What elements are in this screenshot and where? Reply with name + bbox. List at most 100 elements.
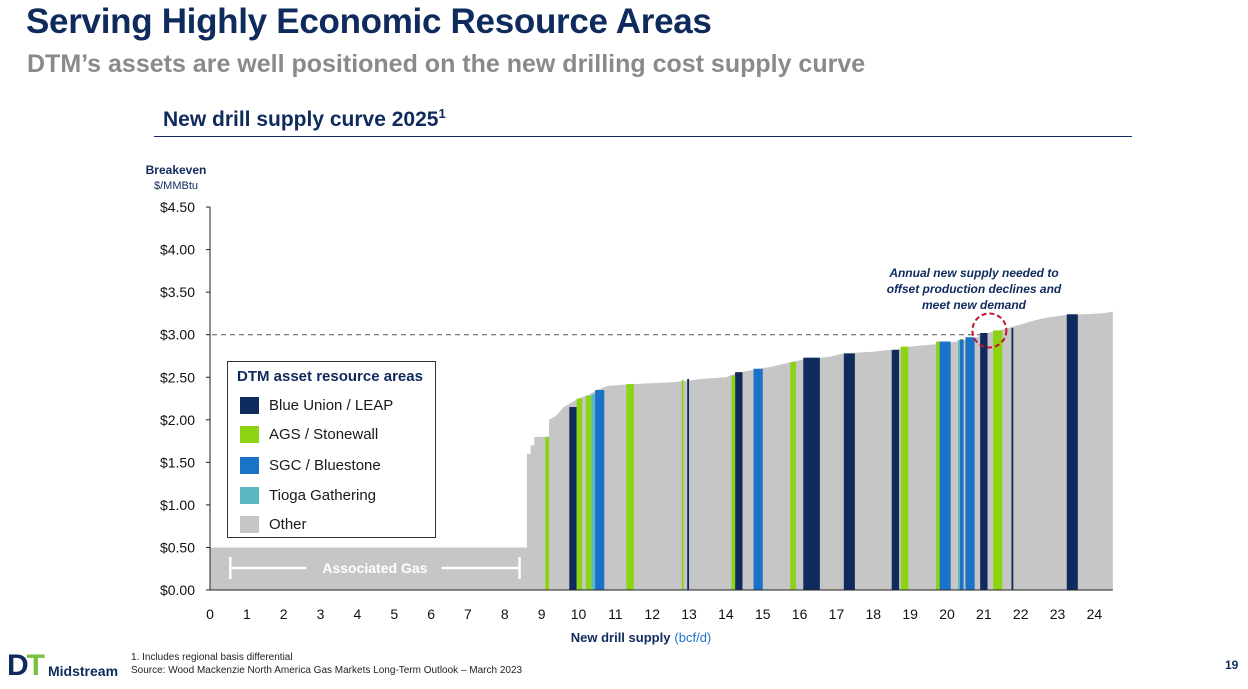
legend-item-other: Other [240,514,307,534]
x-tick-label: 5 [390,606,398,622]
x-tick-label: 16 [792,606,808,622]
legend-swatch [240,396,259,414]
bar-sgc-bluestone [753,368,763,590]
bar-ags-stonewall [576,398,583,590]
y-axis-unit: $/MMBtu [154,180,198,192]
y-tick-label: $4.50 [160,199,195,215]
annotation-line: meet new demand [921,298,1027,312]
legend-swatch [240,486,259,504]
legend-swatch [240,515,259,533]
bar-ags-stonewall [790,361,796,590]
footnote-note: 1. Includes regional basis differential [131,652,293,663]
y-tick-label: $3.00 [160,327,195,343]
page-subtitle: DTM’s assets are well positioned on the … [27,50,866,78]
bar-blue-union-leap [980,332,988,590]
x-axis-title-group: New drill supply (bcf/d) [571,630,712,645]
bar-ags-stonewall [993,330,1003,590]
logo-text: Midstream [48,663,119,679]
x-axis-unit: (bcf/d) [674,630,711,645]
bar-blue-union-leap [843,353,855,590]
logo-mark-t: T [26,649,45,682]
bar-ags-stonewall [681,379,684,590]
x-tick-label: 3 [317,606,325,622]
bar-sgc-bluestone [939,341,951,590]
x-axis-title: New drill supply (bcf/d) [571,630,712,645]
x-tick-label: 18 [866,606,882,622]
page-title: Serving Highly Economic Resource Areas [26,2,712,41]
associated-gas-label: Associated Gas [322,560,427,576]
y-axis-label: Breakeven [146,163,207,177]
x-tick-label: 0 [206,606,214,622]
legend-item-tioga: Tioga Gathering [240,485,376,505]
legend-title: DTM asset resource areas [237,368,423,385]
demand-annotation: Annual new supply needed to offset produ… [866,265,1082,313]
x-tick-label: 6 [427,606,435,622]
page-number: 19 [1225,658,1239,672]
x-tick-label: 13 [681,606,697,622]
bar-tioga-gathering [958,339,960,590]
bar-sgc-bluestone [595,390,605,590]
section-divider [154,136,1132,137]
x-tick-label: 12 [644,606,660,622]
x-tick-label: 11 [608,606,623,622]
associated-gas-bracket: Associated Gas [229,557,521,579]
bar-blue-union-leap [803,357,820,590]
footnote: 1. Includes regional basis differential … [131,651,522,677]
legend-item-ags: AGS / Stonewall [240,424,378,444]
x-tick-label: 10 [571,606,587,622]
other-supply-fill [210,311,1113,590]
y-tick-label: $0.50 [160,539,195,555]
bar-blue-union-leap [735,372,743,590]
bar-ags-stonewall [626,384,634,590]
legend-swatch [240,425,259,443]
legend-label: Other [269,515,307,533]
bar-blue-union-leap [569,407,577,590]
logo-mark-d: D [7,649,29,682]
y-axis-label-group: Breakeven $/MMBtu [146,163,207,192]
bar-blue-union-leap [1011,327,1014,590]
bar-blue-union-leap [891,350,900,590]
footnote-marker: 1 [438,106,446,121]
x-tick-label: 8 [501,606,509,622]
legend-item-sgc: SGC / Bluestone [240,455,381,475]
x-tick-label: 2 [280,606,288,622]
x-tick-label: 7 [464,606,472,622]
x-tick-label: 9 [538,606,546,622]
x-tick-label: 19 [902,606,918,622]
bar-blue-union-leap [1066,314,1078,590]
y-tick-label: $2.00 [160,412,195,428]
x-tick-label: 24 [1087,606,1103,622]
x-tick-label: 20 [939,606,955,622]
demand-highlight-circle [971,312,1008,349]
legend-swatch [240,456,259,474]
x-tick-label: 17 [829,606,845,622]
legend-item-blue-union: Blue Union / LEAP [240,395,393,415]
other-supply-area [210,311,1113,590]
x-tick-label: 15 [755,606,771,622]
bar-tioga-gathering [591,394,596,590]
y-tick-label: $4.00 [160,242,195,258]
dt-midstream-logo: DT Midstream [7,649,119,682]
y-tick-label: $2.50 [160,369,195,385]
bar-ags-stonewall [935,341,940,590]
legend-label: AGS / Stonewall [269,425,379,443]
dtm-asset-bars [545,314,1078,590]
bar-ags-stonewall [545,436,550,590]
legend-label: Tioga Gathering [269,486,377,504]
bar-ags-stonewall [731,375,736,590]
highlight-circle [971,312,1008,349]
bar-sgc-bluestone [959,339,964,590]
x-tick-label: 22 [1013,606,1029,622]
annotation-line: offset production declines and [886,282,1062,296]
bar-blue-union-leap [687,378,690,590]
section-title-text: New drill supply curve 2025 [163,108,439,131]
bar-sgc-bluestone [965,337,975,590]
x-tick-label: 21 [976,606,992,622]
x-tick-label: 4 [354,606,362,622]
x-tick-label: 1 [243,606,251,622]
bar-ags-stonewall [585,395,592,590]
x-tick-label: 23 [1050,606,1066,622]
chart-section-title: New drill supply curve 20251 [163,106,446,132]
legend: DTM asset resource areas Blue Union / LE… [227,361,436,538]
